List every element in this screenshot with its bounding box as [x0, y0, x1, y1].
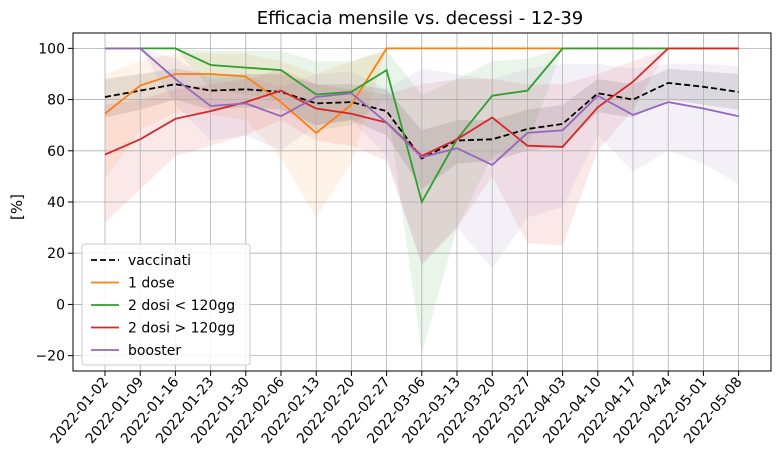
legend: vaccinati 1 dose 2 dosi < 120gg 2 dosi > 12…: [81, 243, 251, 366]
y-tick-label-4: 60: [47, 144, 65, 160]
series-line-4: [105, 47, 739, 166]
x-axis: 2022-01-022022-01-092022-01-162022-01-23…: [48, 371, 746, 447]
y-axis-label: [%]: [8, 194, 26, 220]
legend-label-2: 2 dosi < 120gg: [128, 298, 235, 314]
series-line-0: [104, 81, 739, 160]
series-lines: [104, 47, 739, 205]
legend-label-3: 2 dosi > 120gg: [128, 321, 235, 337]
series-line-3: [104, 47, 739, 157]
y-tick-label-2: 20: [47, 246, 65, 262]
chart-title: Efficacia mensile vs. decessi - 12-39: [257, 8, 584, 29]
y-tick-label-6: 100: [38, 41, 65, 57]
y-tick-label-1: 0: [56, 297, 65, 313]
y-axis: −20 0 20 40 60 80 100: [35, 41, 73, 365]
y-tick-label-5: 80: [47, 93, 65, 109]
legend-box: [81, 243, 251, 366]
legend-label-0: vaccinati: [128, 253, 191, 269]
band-0: [105, 68, 739, 190]
legend-label-1: 1 dose: [128, 276, 175, 292]
band-1: [105, 48, 739, 218]
y-tick-label-0: −20: [35, 349, 65, 365]
series-line-2: [105, 47, 739, 205]
legend-label-4: booster: [128, 343, 181, 359]
y-tick-label-3: 40: [47, 195, 65, 211]
